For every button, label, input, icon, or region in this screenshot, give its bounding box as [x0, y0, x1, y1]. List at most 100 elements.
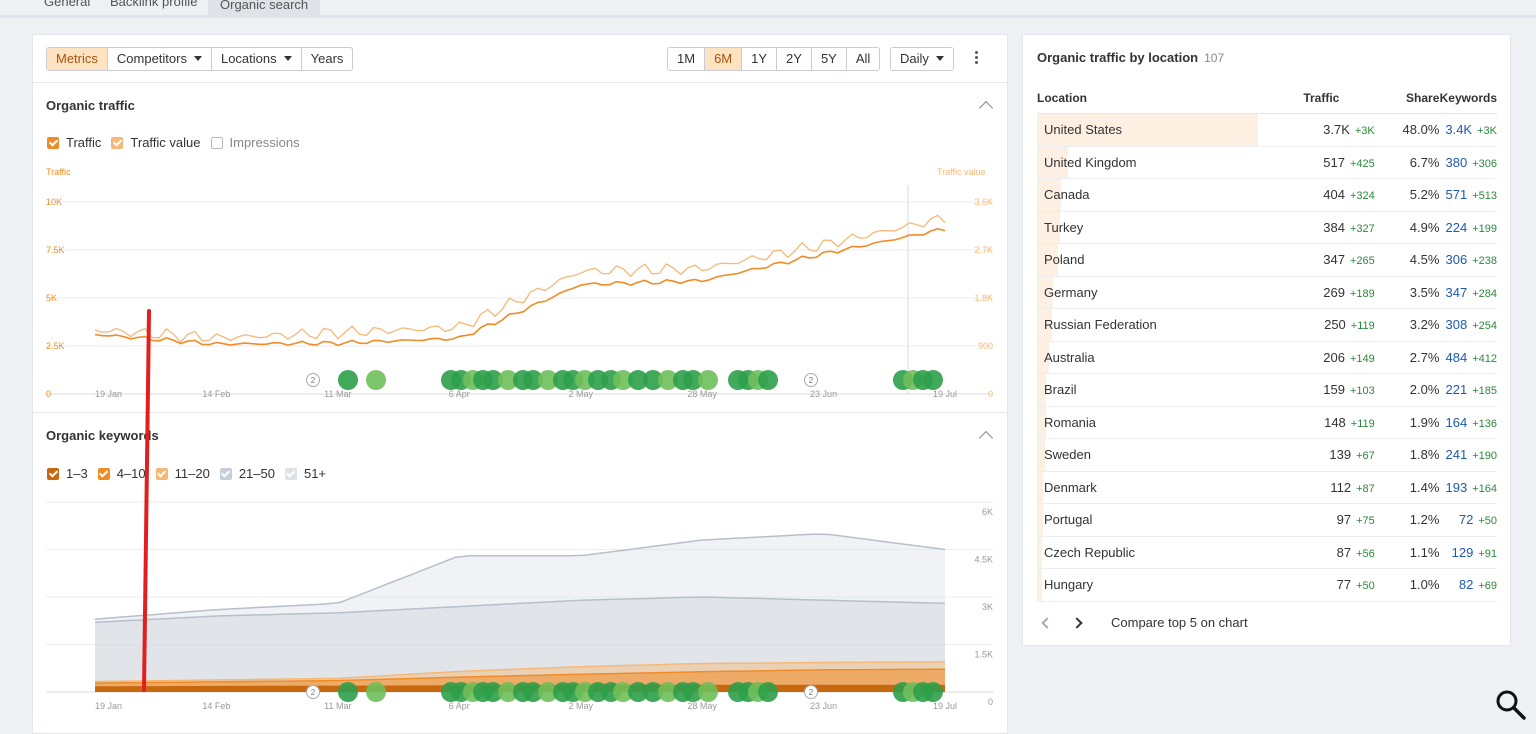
- annotation-marker: [698, 370, 718, 390]
- share-bar: [1037, 374, 1047, 406]
- annotation-marker: [523, 370, 543, 390]
- keywords-checkbox-4[interactable]: 51+: [284, 466, 326, 481]
- tab-backlink-profile[interactable]: Backlink profile: [110, 0, 198, 9]
- toolbar-competitors-button[interactable]: Competitors: [108, 48, 212, 70]
- traffic-checkbox-2[interactable]: Impressions: [210, 135, 300, 150]
- location-name[interactable]: Russian Federation: [1044, 317, 1157, 333]
- location-name[interactable]: United States: [1044, 122, 1123, 138]
- table-row[interactable]: United States 3.7K +3K 48.0% 3.4K +3K: [1037, 114, 1497, 147]
- left-tick-label: 10K: [46, 197, 62, 207]
- range-1y-button-label: 1Y: [751, 51, 768, 66]
- header-share[interactable]: Share: [1406, 91, 1440, 105]
- keywords-value[interactable]: 3.4K: [1445, 122, 1473, 138]
- keywords-value[interactable]: 221: [1445, 382, 1468, 398]
- toolbar-locations-button-label: Locations: [220, 51, 277, 66]
- range-1m-button[interactable]: 1M: [668, 48, 706, 70]
- left-tick-label: 2.5K: [46, 341, 65, 351]
- location-name[interactable]: Australia: [1044, 349, 1095, 365]
- share-bar: [1037, 406, 1046, 438]
- table-row[interactable]: Portugal 97 +75 1.2% 72 +50: [1037, 504, 1497, 537]
- annotation-marker: [658, 370, 678, 390]
- location-name[interactable]: Denmark: [1044, 479, 1097, 495]
- chevron-right-icon[interactable]: [1071, 616, 1083, 629]
- location-name[interactable]: United Kingdom: [1044, 154, 1137, 170]
- table-row[interactable]: Hungary 77 +50 1.0% 82 +69: [1037, 569, 1497, 602]
- toolbar-years-button[interactable]: Years: [302, 48, 353, 70]
- toolbar-locations-button[interactable]: Locations: [212, 48, 302, 70]
- location-name[interactable]: Czech Republic: [1044, 544, 1136, 560]
- kebab-menu-icon[interactable]: [973, 51, 979, 67]
- annotation-marker: [613, 370, 633, 390]
- range-5y-button[interactable]: 5Y: [812, 48, 847, 70]
- keywords-delta: +164: [1472, 482, 1497, 495]
- header-traffic[interactable]: Traffic: [1303, 91, 1340, 105]
- location-name[interactable]: Sweden: [1044, 447, 1091, 463]
- x-tick-label: 2 May: [568, 389, 593, 399]
- keywords-checkbox-2[interactable]: 11–20: [155, 466, 210, 481]
- traffic-checkbox-1[interactable]: Traffic value: [111, 135, 201, 150]
- table-row[interactable]: Sweden 139 +67 1.8% 241 +190: [1037, 439, 1497, 472]
- range-2y-button[interactable]: 2Y: [777, 48, 812, 70]
- location-name[interactable]: Canada: [1044, 187, 1090, 203]
- traffic-value: 206: [1323, 349, 1345, 365]
- keywords-value[interactable]: 82: [1458, 577, 1474, 593]
- keywords-value[interactable]: 164: [1445, 414, 1468, 430]
- keywords-value[interactable]: 380: [1445, 154, 1468, 170]
- table-row[interactable]: Germany 269 +189 3.5% 347 +284: [1037, 276, 1497, 309]
- range-1y-button[interactable]: 1Y: [742, 48, 778, 70]
- keywords-value[interactable]: 241: [1445, 447, 1468, 463]
- location-name[interactable]: Brazil: [1044, 382, 1077, 398]
- keywords-cell: 308 +254: [1439, 317, 1497, 332]
- keywords-value[interactable]: 129: [1451, 544, 1474, 560]
- table-row[interactable]: Turkey 384 +327 4.9% 224 +199: [1037, 211, 1497, 244]
- location-name[interactable]: Germany: [1044, 284, 1098, 300]
- header-keywords[interactable]: Keywords: [1439, 91, 1497, 105]
- tab-organic-search[interactable]: Organic search: [208, 0, 321, 18]
- location-name[interactable]: Hungary: [1044, 577, 1094, 593]
- table-row[interactable]: Denmark 112 +87 1.4% 193 +164: [1037, 471, 1497, 504]
- keywords-checkbox-1[interactable]: 4–10: [97, 466, 146, 481]
- table-row[interactable]: United Kingdom 517 +425 6.7% 380 +306: [1037, 146, 1497, 179]
- location-name[interactable]: Turkey: [1044, 219, 1084, 235]
- header-location[interactable]: Location: [1037, 91, 1087, 105]
- line-series-2: [94, 661, 946, 683]
- keywords-value[interactable]: 347: [1445, 284, 1468, 300]
- keywords-value[interactable]: 306: [1445, 252, 1468, 268]
- traffic-delta: +87: [1356, 482, 1375, 495]
- annotation-cluster-count: 2: [311, 688, 316, 697]
- interval-dropdown[interactable]: Daily: [890, 47, 954, 71]
- traffic-delta: +425: [1349, 157, 1375, 170]
- right-axis-title: Traffic value: [937, 167, 986, 177]
- keywords-value[interactable]: 308: [1445, 317, 1468, 333]
- keywords-value[interactable]: 72: [1458, 512, 1474, 528]
- toolbar-metrics-button[interactable]: Metrics: [47, 48, 108, 70]
- keywords-checkbox-0[interactable]: 1–3: [47, 466, 88, 481]
- location-name[interactable]: Romania: [1044, 414, 1097, 430]
- range-all-button[interactable]: All: [847, 48, 879, 70]
- location-name[interactable]: Poland: [1044, 252, 1085, 268]
- range-all-button-label: All: [855, 51, 871, 66]
- table-row[interactable]: Romania 148 +119 1.9% 164 +136: [1037, 406, 1497, 439]
- keywords-value[interactable]: 484: [1445, 349, 1468, 365]
- keywords-value[interactable]: 224: [1445, 219, 1468, 235]
- compare-top5-link[interactable]: Compare top 5 on chart: [1111, 615, 1248, 630]
- table-row[interactable]: Brazil 159 +103 2.0% 221 +185: [1037, 374, 1497, 407]
- traffic-checkbox-0[interactable]: Traffic: [47, 135, 101, 150]
- table-row[interactable]: Australia 206 +149 2.7% 484 +412: [1037, 341, 1497, 374]
- table-row[interactable]: Czech Republic 87 +56 1.1% 129 +91: [1037, 536, 1497, 569]
- table-row[interactable]: Poland 347 +265 4.5% 306 +238: [1037, 244, 1497, 277]
- table-row[interactable]: Canada 404 +324 5.2% 571 +513: [1037, 179, 1497, 212]
- range-6m-button[interactable]: 6M: [705, 48, 743, 70]
- chevron-left-icon[interactable]: [1041, 616, 1053, 629]
- keywords-value[interactable]: 193: [1445, 479, 1468, 495]
- location-name[interactable]: Portugal: [1044, 512, 1093, 528]
- tab-general[interactable]: General: [44, 0, 91, 9]
- keywords-checkbox-3[interactable]: 21–50: [219, 466, 275, 481]
- keywords-value[interactable]: 571: [1445, 187, 1468, 203]
- search-icon[interactable]: [1492, 686, 1530, 724]
- interval-button[interactable]: Daily: [891, 48, 953, 70]
- annotation-marker: [498, 370, 518, 390]
- share-value: 4.9%: [1409, 219, 1440, 235]
- table-row[interactable]: Russian Federation 250 +119 3.2% 308 +254: [1037, 309, 1497, 342]
- share-bar: [1037, 146, 1068, 178]
